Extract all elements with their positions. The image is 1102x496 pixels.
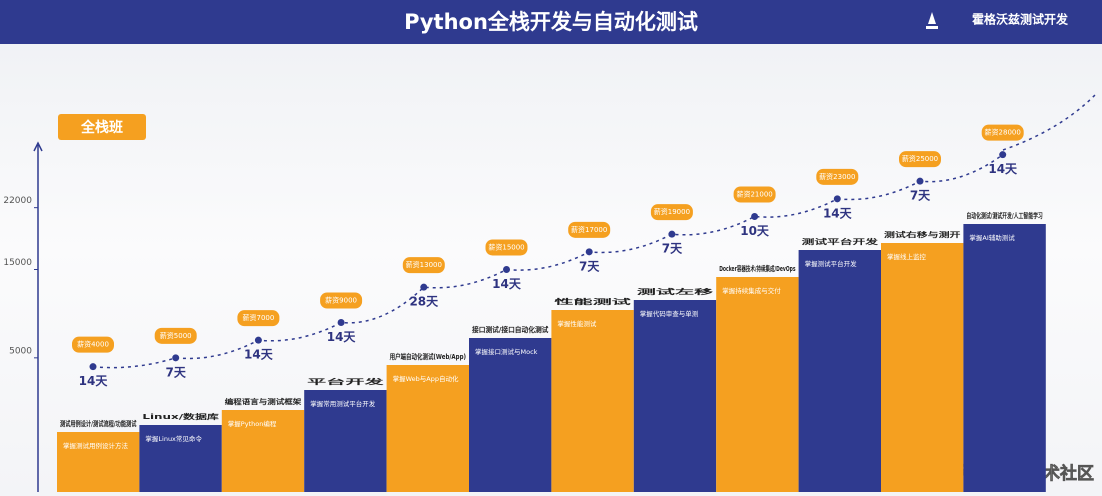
stage-bar: [716, 277, 799, 492]
duration-label: 7天: [662, 242, 683, 256]
salary-point: [751, 213, 759, 220]
stage-bar: [57, 432, 140, 492]
duration-label: 14天: [492, 277, 522, 291]
duration-label: 7天: [910, 189, 931, 203]
stage-label: 测试右移与测开: [884, 230, 960, 239]
duration-label: 10天: [740, 224, 770, 238]
salary-label: 薪资21000: [736, 190, 772, 199]
duration-label: 14天: [988, 162, 1018, 176]
salary-bubble: [981, 124, 1024, 141]
salary-label: 薪资9000: [325, 296, 357, 305]
salary-point: [172, 354, 180, 362]
salary-point: [916, 177, 924, 185]
class-tag-text: 全栈班: [80, 119, 123, 136]
salary-bubble: [485, 239, 528, 256]
duration-label: 14天: [244, 348, 274, 362]
stage-description: 掌握持续集成与交付: [722, 286, 781, 295]
salary-point: [833, 195, 841, 203]
trend-extension: [1002, 94, 1096, 151]
salary-point: [254, 336, 262, 344]
y-tick-label: 5000: [9, 346, 32, 356]
stage-label: 接口测试/接口自动化测试: [472, 325, 548, 334]
salary-point: [89, 363, 97, 371]
stage-description: 掌握测试用例设计方法: [63, 441, 129, 450]
duration-label: 7天: [166, 365, 187, 379]
stage-label: 测试用例设计/测试流程/功能测试: [60, 419, 136, 428]
stage-description: 掌握Web与App自动化: [393, 374, 459, 383]
salary-bubble: [899, 151, 941, 168]
stage-description: 掌握常用测试平台开发: [310, 399, 376, 408]
stage-description: 掌握Linux常见命令: [145, 434, 202, 443]
salary-point: [420, 283, 428, 291]
salary-label: 薪资7000: [242, 313, 274, 322]
stage-bar: [881, 243, 964, 492]
stage-label: 自动化测试/测试开发/人工智能学习: [966, 211, 1042, 220]
duration-label: 14天: [327, 330, 357, 344]
stage-bar: [963, 224, 1046, 492]
duration-label: 28天: [409, 295, 439, 309]
stage-bar: [304, 390, 387, 492]
stage-description: 掌握线上监控: [887, 252, 927, 261]
stage-label: 测试平台开发: [802, 237, 880, 246]
y-axis-arrow: [33, 141, 43, 152]
salary-bubble: [733, 186, 776, 203]
y-tick-label: 15000: [3, 258, 32, 268]
stage-bar: [633, 300, 717, 492]
stage-description: 掌握代码审查与单测: [640, 309, 699, 318]
stage-bar: [386, 365, 469, 492]
salary-label: 薪资19000: [654, 207, 690, 216]
salary-bubble: [568, 221, 611, 238]
stage-description: 掌握Python编程: [228, 419, 277, 428]
duration-label: 14天: [79, 374, 109, 388]
salary-label: 薪资17000: [571, 225, 607, 234]
stage-label: 用户端自动化测试(Web/App): [390, 352, 466, 361]
stage-bar: [551, 310, 634, 492]
stage-description: 掌握接口测试与Mock: [475, 347, 538, 356]
stage-description: 掌握AI辅助测试: [969, 233, 1015, 242]
salary-label: 薪资15000: [488, 243, 524, 252]
salary-label: 薪资23000: [819, 172, 855, 181]
stage-description: 掌握性能测试: [557, 319, 597, 328]
salary-point: [668, 230, 676, 238]
salary-point: [337, 319, 345, 326]
salary-bubble: [320, 292, 363, 309]
salary-bubble: [154, 327, 197, 344]
salary-bubble: [402, 257, 445, 274]
stage-bar: [798, 250, 881, 492]
logo-icon: [926, 12, 938, 29]
y-tick-label: 22000: [3, 196, 32, 206]
salary-label: 薪资4000: [77, 340, 109, 349]
salary-bubble: [816, 168, 859, 185]
salary-point: [585, 248, 593, 256]
stage-label: 平台开发: [307, 377, 386, 386]
salary-label: 薪资5000: [160, 331, 192, 340]
stage-bar: [221, 410, 305, 492]
stage-bar: [139, 425, 222, 492]
salary-label: 薪资25000: [902, 154, 938, 163]
stage-label: 测试左移: [637, 287, 713, 296]
class-tag: [58, 114, 146, 140]
chart-title: Python全栈开发与自动化测试: [404, 10, 698, 34]
logo-text: 霍格沃兹测试开发: [972, 12, 1069, 27]
salary-bubble: [237, 310, 280, 327]
stage-label: 编程语言与测试框架: [225, 397, 301, 406]
salary-label: 薪资28000: [985, 128, 1021, 137]
salary-point: [503, 266, 510, 273]
salary-line: [92, 154, 1004, 369]
stage-description: 掌握测试平台开发: [805, 259, 858, 268]
stage-label: Docker容器技术/持续集成/DevOps: [719, 264, 795, 273]
header-bar: [0, 0, 1102, 44]
salary-bubble: [650, 204, 693, 221]
stage-bar: [469, 338, 552, 492]
salary-label: 薪资13000: [406, 260, 442, 269]
duration-label: 14天: [823, 206, 853, 220]
stage-label: Linux/数据库: [142, 412, 218, 421]
stage-label: 性能测试: [554, 297, 630, 306]
salary-point: [999, 151, 1007, 159]
duration-label: 7天: [579, 259, 600, 273]
salary-bubble: [72, 336, 114, 353]
